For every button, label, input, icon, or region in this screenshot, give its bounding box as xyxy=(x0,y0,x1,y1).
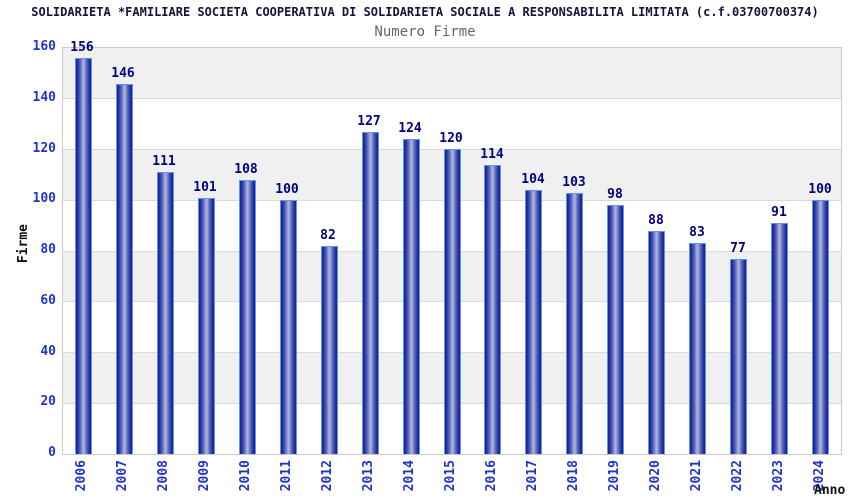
bar-value-label: 88 xyxy=(648,213,664,228)
bar xyxy=(321,246,338,454)
x-tick-label: 2009 xyxy=(197,460,212,492)
bar-value-label: 104 xyxy=(521,172,545,187)
x-tick-label: 2020 xyxy=(648,460,663,492)
bar xyxy=(771,223,788,454)
bar-value-label: 100 xyxy=(275,182,299,197)
x-tick-label: 2021 xyxy=(689,460,704,492)
bar xyxy=(566,193,583,454)
y-tick-label: 0 xyxy=(48,445,56,460)
bar xyxy=(75,58,92,454)
bar-value-label: 120 xyxy=(439,131,463,146)
bar-value-label: 156 xyxy=(70,40,94,55)
y-tick-label: 20 xyxy=(40,394,56,410)
bar xyxy=(116,84,133,454)
x-tick-label: 2008 xyxy=(156,460,171,492)
x-tick-label: 2015 xyxy=(443,460,458,492)
bar-value-label: 77 xyxy=(730,241,746,256)
y-tick-label: 80 xyxy=(40,242,56,257)
x-tick-label: 2023 xyxy=(771,460,786,492)
bar-value-label: 108 xyxy=(234,162,258,177)
gridline xyxy=(63,98,841,100)
y-tick-label: 160 xyxy=(32,39,56,54)
y-tick-label: 140 xyxy=(32,89,56,105)
x-tick-label: 2019 xyxy=(607,460,622,492)
x-tick-label: 2018 xyxy=(566,460,581,492)
x-tick-label: 2016 xyxy=(484,460,499,492)
x-tick-label: 2011 xyxy=(279,460,294,492)
bar-value-label: 101 xyxy=(193,180,217,195)
bar xyxy=(607,205,624,454)
x-tick-label: 2007 xyxy=(115,460,130,492)
chart-subtitle: Numero Firme xyxy=(374,24,476,40)
plot-area xyxy=(62,47,842,455)
bar xyxy=(239,180,256,454)
bar xyxy=(730,259,747,454)
bar xyxy=(812,200,829,454)
bar-value-label: 100 xyxy=(808,182,832,197)
x-tick-label: 2012 xyxy=(320,460,335,492)
y-tick-label: 60 xyxy=(40,292,56,308)
chart-title: SOLIDARIETA *FAMILIARE SOCIETA COOPERATI… xyxy=(31,5,819,19)
bar xyxy=(648,231,665,454)
x-tick-label: 2013 xyxy=(361,460,376,492)
x-tick-label: 2006 xyxy=(74,460,89,492)
x-tick-label: 2010 xyxy=(238,460,253,492)
bar xyxy=(525,190,542,454)
bar-value-label: 111 xyxy=(152,154,176,169)
bar-value-label: 127 xyxy=(357,114,381,129)
bar xyxy=(484,165,501,454)
y-tick-label: 40 xyxy=(40,343,56,359)
x-axis-title: Anno xyxy=(814,483,846,498)
bar-value-label: 82 xyxy=(320,228,336,243)
x-tick-label: 2017 xyxy=(525,460,540,492)
y-tick-label: 120 xyxy=(32,140,56,156)
bar xyxy=(403,139,420,454)
y-tick-label: 100 xyxy=(32,191,56,207)
bar xyxy=(689,243,706,454)
bar-value-label: 91 xyxy=(771,205,787,220)
bar-value-label: 124 xyxy=(398,121,422,136)
bar-value-label: 146 xyxy=(111,66,135,81)
x-tick-label: 2014 xyxy=(402,460,417,492)
bar-value-label: 103 xyxy=(562,175,586,190)
bar-value-label: 98 xyxy=(607,187,623,202)
x-tick-label: 2022 xyxy=(730,460,745,492)
bar xyxy=(198,198,215,454)
bar xyxy=(280,200,297,454)
bar xyxy=(362,132,379,454)
bar-value-label: 83 xyxy=(689,225,705,240)
bar xyxy=(157,172,174,454)
bar-value-label: 114 xyxy=(480,147,504,162)
bar xyxy=(444,149,461,454)
